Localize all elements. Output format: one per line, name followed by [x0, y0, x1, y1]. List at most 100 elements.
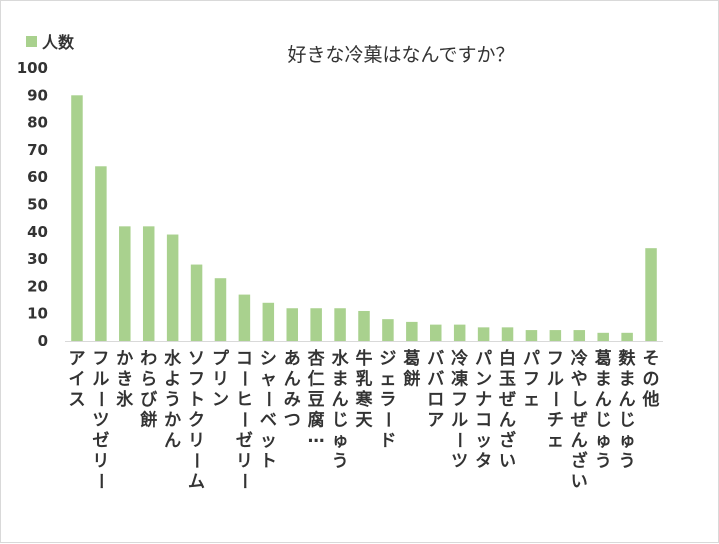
- svg-text:う: う: [332, 452, 349, 472]
- legend-swatch: [26, 36, 37, 47]
- svg-text:ト: ト: [260, 452, 277, 472]
- chart-title: 好きな冷菓はなんですか？: [287, 44, 514, 66]
- svg-text:い: い: [499, 452, 516, 472]
- svg-text:仁: 仁: [308, 369, 325, 390]
- y-axis: 0 10 20 30 40 50 60 70 80 90 100: [17, 59, 48, 350]
- svg-text:水: 水: [164, 348, 182, 369]
- bar: [453, 324, 466, 341]
- svg-text:ゅ: ゅ: [619, 431, 636, 451]
- x-tick-label: アイス: [68, 349, 85, 410]
- svg-text:あ: あ: [284, 349, 301, 369]
- svg-text:じ: じ: [595, 411, 612, 431]
- bar: [597, 332, 609, 341]
- bar: [645, 248, 657, 341]
- svg-text:ー: ー: [377, 411, 397, 428]
- y-tick-label: 0: [38, 332, 48, 350]
- svg-text:コ: コ: [236, 349, 253, 369]
- svg-text:ん: ん: [284, 370, 301, 390]
- svg-text:ー: ー: [233, 411, 253, 428]
- svg-text:ェ: ェ: [523, 390, 540, 410]
- svg-text:ん: ん: [164, 431, 181, 451]
- svg-text:ゼ: ゼ: [236, 430, 253, 451]
- svg-text:リ: リ: [92, 452, 109, 472]
- bar: [71, 95, 83, 341]
- svg-text:ッ: ッ: [475, 431, 492, 451]
- svg-text:ア: ア: [68, 349, 85, 369]
- svg-text:ま: ま: [595, 370, 612, 390]
- svg-text:ー: ー: [186, 452, 206, 469]
- svg-text:パ: パ: [523, 349, 540, 369]
- y-tick-label: 60: [27, 168, 48, 186]
- x-tick-label: かき氷: [116, 349, 134, 410]
- svg-text:水: 水: [332, 348, 350, 369]
- svg-text:他: 他: [642, 389, 660, 410]
- svg-text:ー: ー: [90, 473, 110, 490]
- svg-text:ド: ド: [379, 431, 396, 451]
- legend-label: 人数: [42, 33, 75, 52]
- svg-text:パ: パ: [475, 349, 492, 369]
- svg-text:ー: ー: [233, 370, 253, 387]
- x-tick-label: プリン: [212, 348, 230, 410]
- svg-text:シ: シ: [260, 349, 277, 369]
- x-axis-labels: アイスフルーツゼリーかき氷わらび餅水ようかんソフトクリームプリンコーヒーゼリーシ…: [68, 348, 659, 492]
- svg-text:チ: チ: [547, 411, 564, 431]
- svg-text:し: し: [571, 390, 588, 410]
- y-tick-label: 10: [27, 305, 48, 323]
- y-tick-label: 50: [27, 196, 48, 214]
- svg-text:ー: ー: [544, 391, 564, 408]
- bar: [262, 302, 275, 341]
- svg-text:バ: バ: [427, 349, 444, 369]
- svg-text:ク: ク: [188, 411, 205, 431]
- svg-text:腐: 腐: [308, 410, 325, 431]
- svg-text:ル: ル: [92, 370, 109, 390]
- bar: [238, 294, 251, 341]
- x-tick-label: その他: [642, 349, 660, 410]
- svg-text:ん: ん: [499, 411, 516, 431]
- svg-text:プ: プ: [212, 348, 230, 369]
- bar: [477, 327, 490, 341]
- bar: [142, 226, 155, 341]
- svg-text:ぜ: ぜ: [571, 411, 588, 431]
- svg-text:玉: 玉: [499, 370, 516, 390]
- svg-text:葛: 葛: [402, 348, 420, 369]
- svg-text:ら: ら: [140, 370, 157, 390]
- svg-text:ざ: ざ: [571, 451, 588, 472]
- svg-text:ん: ん: [595, 390, 612, 410]
- svg-text:寒: 寒: [356, 389, 373, 410]
- svg-text:ぜ: ぜ: [499, 390, 516, 410]
- svg-text:ャ: ャ: [260, 370, 277, 390]
- svg-text:ラ: ラ: [379, 390, 396, 410]
- svg-text:フ: フ: [92, 349, 109, 369]
- svg-text:ー: ー: [449, 432, 469, 449]
- svg-text:豆: 豆: [308, 390, 325, 410]
- svg-text:白: 白: [499, 348, 516, 369]
- bar: [573, 330, 586, 341]
- svg-text:冷: 冷: [571, 348, 588, 369]
- svg-text:ソ: ソ: [188, 349, 205, 369]
- x-tick-label: パフェ: [523, 349, 540, 410]
- svg-text:コ: コ: [475, 411, 492, 431]
- svg-text:タ: タ: [475, 452, 492, 472]
- svg-text:フ: フ: [188, 370, 205, 390]
- svg-text:そ: そ: [643, 349, 660, 369]
- svg-text:ベ: ベ: [260, 411, 277, 431]
- svg-text:ナ: ナ: [475, 390, 492, 410]
- svg-text:杏: 杏: [308, 348, 325, 369]
- bar: [166, 234, 179, 341]
- svg-text:ゅ: ゅ: [332, 431, 349, 451]
- svg-text:つ: つ: [284, 411, 301, 431]
- svg-text:冷: 冷: [451, 348, 468, 369]
- svg-text:ゅ: ゅ: [595, 431, 612, 451]
